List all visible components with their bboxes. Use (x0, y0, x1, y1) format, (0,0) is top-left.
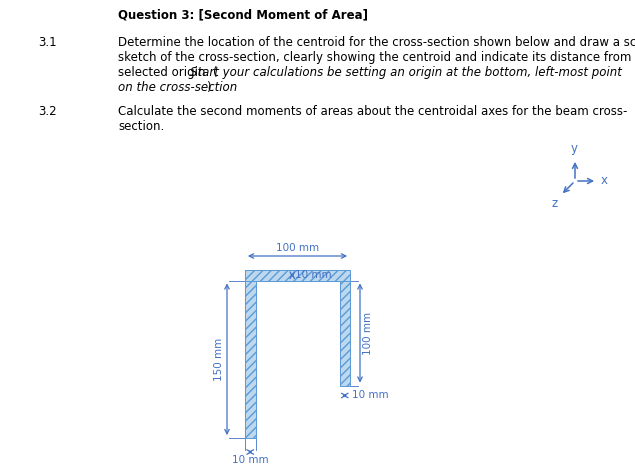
Text: 3.2: 3.2 (38, 105, 57, 118)
Text: selected origin. (: selected origin. ( (118, 66, 218, 79)
Text: sketch of the cross-section, clearly showing the centroid and indicate its dista: sketch of the cross-section, clearly sho… (118, 51, 635, 64)
Text: 150 mm: 150 mm (214, 337, 224, 381)
Text: z: z (551, 197, 558, 210)
Text: Start your calculations be setting an origin at the bottom, left-most point: Start your calculations be setting an or… (190, 66, 622, 79)
Bar (340, 280, 350, 386)
Bar (245, 270, 255, 438)
Text: Question 3: [Second Moment of Area]: Question 3: [Second Moment of Area] (118, 8, 368, 21)
Text: ).: ). (206, 81, 215, 94)
Text: section.: section. (118, 120, 164, 133)
Text: 10 mm: 10 mm (352, 390, 389, 400)
Text: x: x (601, 175, 608, 188)
Text: 10 mm: 10 mm (232, 455, 269, 465)
Text: 3.1: 3.1 (38, 36, 57, 49)
Text: Calculate the second moments of areas about the centroidal axes for the beam cro: Calculate the second moments of areas ab… (118, 105, 627, 118)
Bar (245, 270, 350, 280)
Text: 100 mm: 100 mm (276, 243, 319, 253)
Bar (255, 280, 340, 438)
Bar (340, 280, 350, 386)
Text: 100 mm: 100 mm (363, 311, 373, 355)
Bar (245, 270, 350, 280)
Text: Determine the location of the centroid for the cross-section shown below and dra: Determine the location of the centroid f… (118, 36, 635, 49)
Bar (245, 270, 255, 438)
Text: 10 mm: 10 mm (295, 270, 332, 280)
Text: y: y (570, 142, 577, 155)
Text: on the cross-section: on the cross-section (118, 81, 237, 94)
